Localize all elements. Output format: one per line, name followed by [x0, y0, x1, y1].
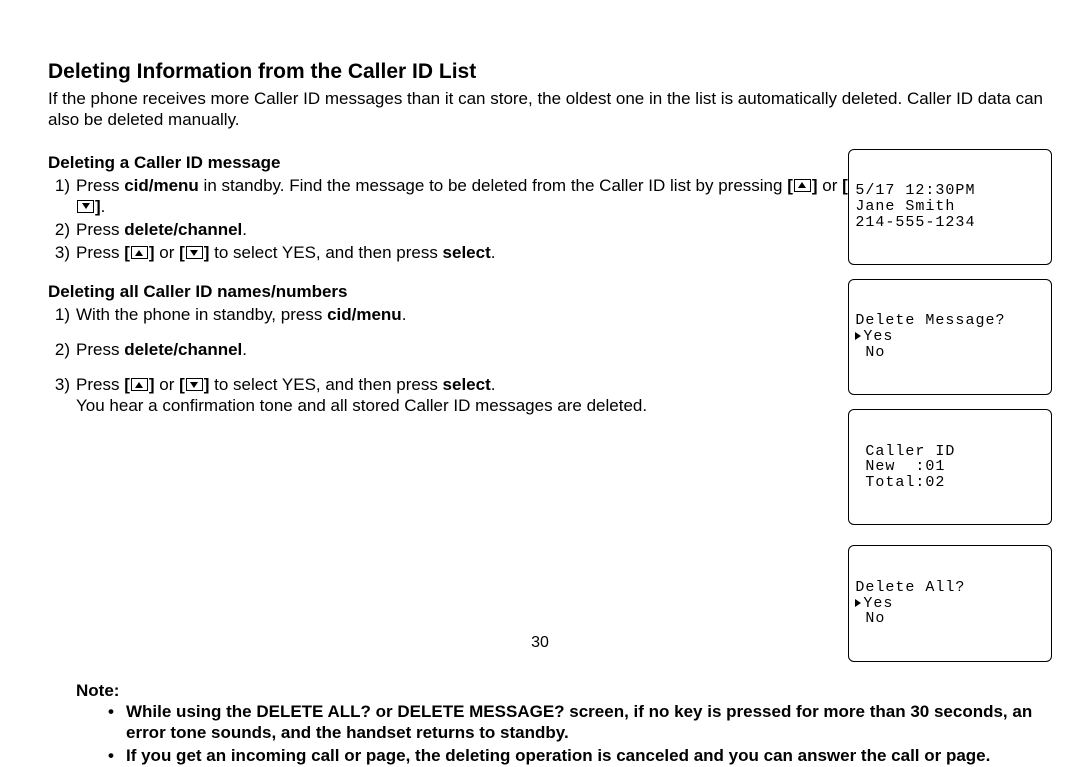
step-b1: 1) With the phone in standby, press cid/…	[48, 304, 848, 325]
step-a3: 3) Press [] or [] to select YES, and the…	[48, 242, 848, 263]
lcd1-l1: 5/17 12:30PM	[855, 183, 1045, 199]
section-a-steps: 1) Press cid/menu in standby. Find the m…	[48, 175, 848, 264]
note-2-text: If you get an incoming call or page, the…	[126, 745, 1052, 766]
down-icon	[186, 378, 203, 391]
step-a3-or: or	[155, 243, 180, 262]
lcd1-l3: 214-555-1234	[855, 215, 1045, 231]
note-bullet-1: • While using the DELETE ALL? or DELETE …	[108, 701, 1052, 744]
step-b3-t3: .	[491, 375, 496, 394]
step-b2-t1: Press	[76, 340, 124, 359]
step-a1-or: or	[818, 176, 843, 195]
step-b1-t1: With the phone in standby, press	[76, 305, 327, 324]
note-bullet-2: • If you get an incoming call or page, t…	[108, 745, 1052, 766]
up-icon	[131, 246, 148, 259]
step-b3-line2: You hear a confirmation tone and all sto…	[76, 396, 647, 415]
step-b3-key: select	[443, 375, 491, 394]
lcd-screen-2: Delete Message?Yes No	[848, 279, 1052, 395]
lcd2-no: No	[855, 345, 1045, 361]
page-title: Deleting Information from the Caller ID …	[48, 60, 1052, 84]
lcd3-l2: New :01	[855, 459, 1045, 475]
lcd-screen-1: 5/17 12:30PMJane Smith214-555-1234	[848, 149, 1052, 265]
step-b3-or: or	[155, 375, 180, 394]
step-b2-key: delete/channel	[124, 340, 242, 359]
note-1-text: While using the DELETE ALL? or DELETE ME…	[126, 701, 1052, 744]
step-a3-t3: .	[491, 243, 496, 262]
step-a2-t1: Press	[76, 220, 124, 239]
lcd4-yes: Yes	[863, 595, 893, 612]
down-icon	[186, 246, 203, 259]
lcd-screen-3: Caller ID New :01 Total:02	[848, 409, 1052, 525]
lcd4-l1: Delete All?	[855, 580, 1045, 596]
note-label: Note:	[48, 680, 1052, 701]
step-a3-key: select	[443, 243, 491, 262]
step-b2: 2) Press delete/channel.	[48, 339, 848, 360]
step-a1-t2: in standby. Find the message to be delet…	[199, 176, 787, 195]
lcd1-l2: Jane Smith	[855, 199, 1045, 215]
lcd3-l3: Total:02	[855, 475, 1045, 491]
step-a1-key1: cid/menu	[124, 176, 199, 195]
cursor-icon	[855, 599, 861, 607]
step-a2-t2: .	[242, 220, 247, 239]
down-icon	[77, 200, 94, 213]
lcd4-no: No	[855, 611, 1045, 627]
section-b-steps: 1) With the phone in standby, press cid/…	[48, 304, 848, 417]
step-b3: 3) Press [] or [] to select YES, and the…	[48, 374, 848, 417]
step-a3-t1: Press	[76, 243, 124, 262]
up-icon	[131, 378, 148, 391]
step-a2: 2) Press delete/channel.	[48, 219, 848, 240]
step-b3-t2: to select YES, and then press	[209, 375, 442, 394]
cursor-icon	[855, 332, 861, 340]
notes-block: Note: • While using the DELETE ALL? or D…	[48, 680, 1052, 767]
lcd2-yes: Yes	[863, 328, 893, 345]
step-a1-t3: .	[101, 197, 106, 216]
lcd2-l1: Delete Message?	[855, 313, 1045, 329]
step-b2-t2: .	[242, 340, 247, 359]
step-a3-t2: to select YES, and then press	[209, 243, 442, 262]
step-b1-t2: .	[402, 305, 407, 324]
step-b3-t1: Press	[76, 375, 124, 394]
lcd3-l1: Caller ID	[855, 444, 1045, 460]
step-b1-key: cid/menu	[327, 305, 402, 324]
section-a-heading: Deleting a Caller ID message	[48, 153, 848, 173]
section-b-heading: Deleting all Caller ID names/numbers	[48, 282, 848, 302]
page-number: 30	[0, 634, 1080, 652]
step-a1: 1) Press cid/menu in standby. Find the m…	[48, 175, 848, 218]
step-a1-t1: Press	[76, 176, 124, 195]
up-icon	[794, 179, 811, 192]
intro-text: If the phone receives more Caller ID mes…	[48, 88, 1048, 131]
step-a2-key: delete/channel	[124, 220, 242, 239]
